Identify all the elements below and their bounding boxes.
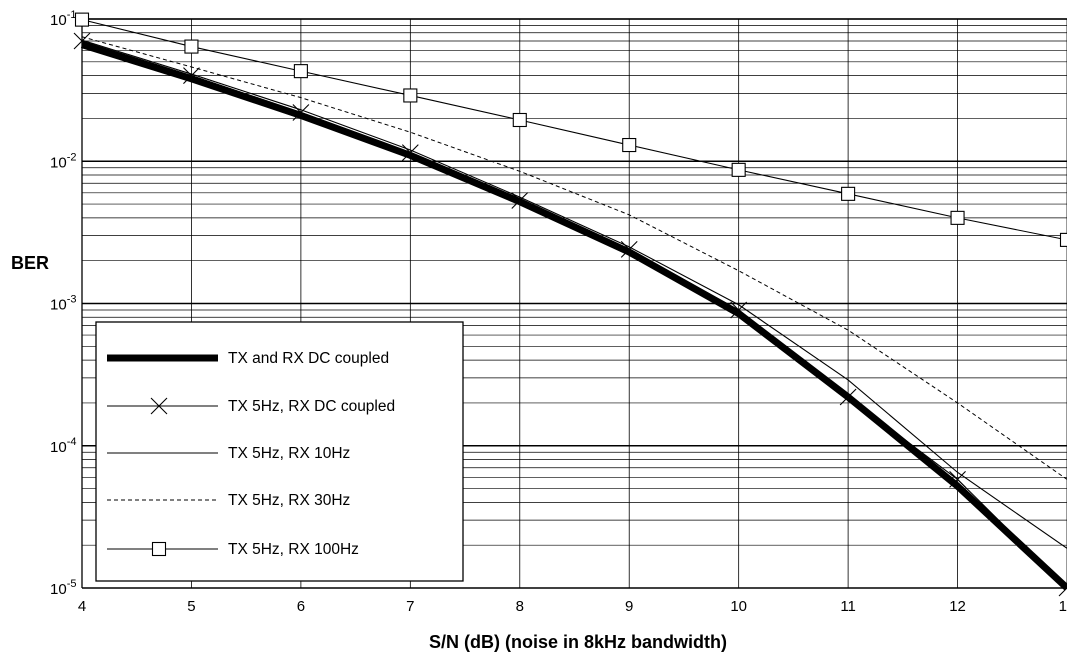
data-point-x-marker (401, 144, 419, 162)
legend-label: TX 5Hz, RX 10Hz (228, 445, 350, 462)
data-point-square-marker (403, 88, 418, 103)
data-point-x-marker (839, 388, 857, 406)
legend-label: TX 5Hz, RX 30Hz (228, 492, 350, 509)
y-axis-title: BER (11, 253, 49, 273)
data-point-x-marker (511, 192, 529, 209)
series-line (81, 40, 1067, 589)
series-line (81, 19, 1067, 241)
x-tick-label: 9 (625, 598, 633, 615)
legend-label: TX 5Hz, RX DC coupled (228, 398, 395, 415)
x-tick-label: 4 (78, 598, 86, 615)
y-tick-label: 10-4 (50, 436, 76, 456)
data-point-x-marker (730, 301, 748, 319)
data-point-x-marker (73, 32, 91, 50)
x-axis-title: S/N (dB) (noise in 8kHz bandwidth) (429, 632, 727, 652)
y-tick-labels: 10-1 10-2 10-3 10-4 10-5 (50, 9, 76, 598)
legend-items: TX and RX DC coupled TX 5Hz, RX DC couple… (107, 350, 395, 558)
x-tick-label: 12 (949, 598, 966, 615)
data-point-x-marker (183, 67, 200, 84)
data-point-square-marker (1059, 232, 1067, 247)
x-tick-label: 10 (730, 598, 747, 615)
y-tick-label: 10-5 (50, 578, 76, 598)
y-tick-label: 10-3 (50, 294, 76, 314)
x-tick-label: 11 (840, 598, 856, 615)
data-point-x-marker (292, 104, 310, 121)
series-line (81, 39, 1067, 549)
legend: TX and RX DC coupled TX 5Hz, RX DC couple… (95, 321, 464, 582)
data-point-square-marker (151, 541, 167, 557)
data-point-x-marker (1058, 579, 1067, 589)
data-point-square-marker (950, 210, 965, 225)
data-point-square-marker (622, 137, 637, 153)
x-tick-labels: 4 5 6 7 8 9 10 11 12 13 (78, 598, 1067, 615)
x-tick-label: 6 (297, 598, 305, 615)
x-tick-label: 8 (516, 598, 524, 615)
data-point-square-marker (74, 12, 90, 27)
legend-label: TX and RX DC coupled (228, 350, 389, 367)
legend-box (95, 321, 464, 582)
x-tick-label: 7 (406, 598, 414, 615)
data-point-x-marker (150, 397, 168, 415)
y-tick-label: 10-2 (50, 151, 76, 171)
data-point-square-marker (731, 162, 746, 177)
series-line (81, 36, 1067, 480)
data-point-x-marker (949, 471, 966, 488)
x-tick-label: 5 (187, 598, 195, 615)
data-point-x-marker (620, 241, 638, 258)
series-layer (73, 12, 1067, 597)
data-point-x-marker (1058, 587, 1067, 597)
data-point-square-marker (512, 112, 527, 128)
data-point-square-marker (841, 186, 856, 201)
legend-label: TX 5Hz, RX 100Hz (228, 541, 359, 558)
data-point-square-marker (293, 64, 308, 79)
data-point-square-marker (184, 39, 199, 54)
x-tick-label: 13 (1059, 598, 1067, 615)
y-tick-label: 10-1 (50, 9, 76, 29)
series-line (80, 41, 1067, 591)
